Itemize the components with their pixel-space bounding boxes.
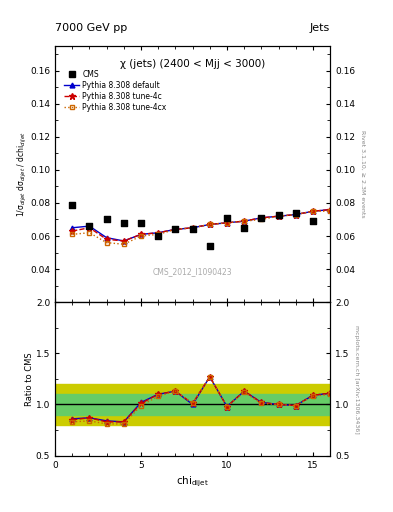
Point (275, 210, 282, 219)
Bar (55, 394, 330, 415)
Bar (55, 384, 330, 425)
Point (155, 232, 162, 240)
Text: Jets: Jets (310, 23, 330, 33)
Point (241, 224, 247, 232)
Y-axis label: mcplots.cern.ch [arXiv:1306.3436]: mcplots.cern.ch [arXiv:1306.3436] (354, 325, 359, 433)
Text: χ (jets) (2400 < Mjj < 3000): χ (jets) (2400 < Mjj < 3000) (120, 59, 265, 69)
Y-axis label: 1/σ$_{dijet}$ dσ$_{dijet}$ / dchi$_{dijet}$: 1/σ$_{dijet}$ dσ$_{dijet}$ / dchi$_{dije… (16, 131, 29, 217)
Point (207, 242, 213, 250)
Point (172, 225, 178, 233)
Legend: CMS, Pythia 8.308 default, Pythia 8.308 tune-4c, Pythia 8.308 tune-4cx: CMS, Pythia 8.308 default, Pythia 8.308 … (62, 68, 169, 114)
Point (310, 217, 316, 225)
Point (138, 219, 144, 227)
Point (189, 225, 196, 233)
X-axis label: chi$_\mathregular{dijet}$: chi$_\mathregular{dijet}$ (176, 475, 209, 489)
Point (69, 201, 75, 209)
Text: CMS_2012_I1090423: CMS_2012_I1090423 (153, 267, 232, 276)
Point (224, 214, 230, 222)
Y-axis label: Rivet 3.1.10, ≥ 2.3M events: Rivet 3.1.10, ≥ 2.3M events (360, 130, 365, 218)
Point (86, 222, 93, 230)
Text: 7000 GeV pp: 7000 GeV pp (55, 23, 127, 33)
Point (292, 209, 299, 217)
Point (258, 214, 264, 222)
Point (103, 216, 110, 224)
Y-axis label: Ratio to CMS: Ratio to CMS (26, 352, 35, 406)
Point (121, 219, 127, 227)
